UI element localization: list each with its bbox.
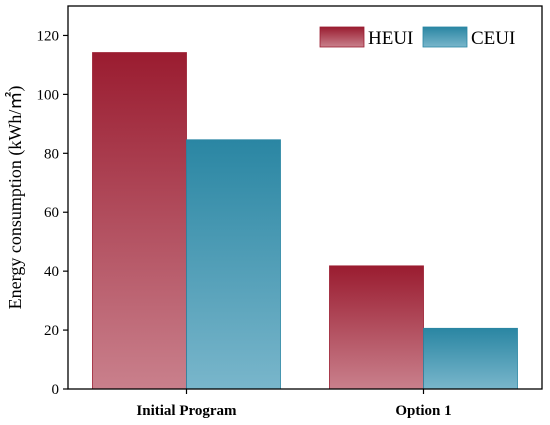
y-tick-label: 120 xyxy=(37,28,60,44)
y-tick-label: 40 xyxy=(44,264,59,280)
x-axis-ticks: Initial Program Option 1 xyxy=(136,389,452,419)
bar-ceui-option-1 xyxy=(423,327,518,390)
legend: HEUI CEUI xyxy=(319,26,515,49)
legend-label-ceui: CEUI xyxy=(471,28,515,49)
x-tick-label: Option 1 xyxy=(395,403,451,419)
bars-group xyxy=(92,52,518,390)
legend-swatch-ceui xyxy=(422,26,468,48)
legend-swatch-heui xyxy=(319,26,365,48)
y-tick-label: 100 xyxy=(37,87,60,103)
bar-heui-option-1 xyxy=(329,265,424,390)
y-axis-ticks: 0 20 40 60 80 100 120 xyxy=(37,28,68,398)
x-tick-label: Initial Program xyxy=(136,403,237,419)
bar-ceui-initial-program xyxy=(186,139,281,390)
y-tick-label: 20 xyxy=(44,323,59,339)
bar-heui-initial-program xyxy=(92,52,187,390)
y-axis-label: Energy consumption (kWh/㎡) xyxy=(4,86,26,310)
y-tick-label: 0 xyxy=(52,382,60,398)
y-tick-label: 60 xyxy=(44,205,59,221)
legend-label-heui: HEUI xyxy=(368,28,413,49)
y-tick-label: 80 xyxy=(44,146,59,162)
plot-frame xyxy=(67,5,543,390)
